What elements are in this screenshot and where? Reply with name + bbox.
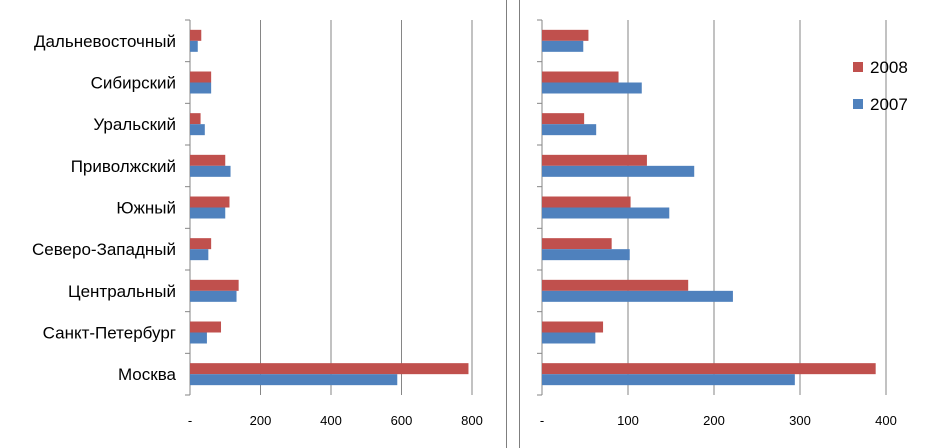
bar-2008 — [190, 321, 222, 333]
bar-2008 — [542, 154, 647, 166]
legend-label: 2008 — [870, 58, 908, 77]
category-label: Уральский — [93, 115, 176, 134]
bar-2007 — [190, 249, 209, 261]
bar-2007 — [542, 82, 642, 94]
bar-2007 — [542, 124, 597, 136]
x-tick-label: 400 — [875, 413, 897, 428]
x-tick-label: 400 — [320, 413, 342, 428]
category-label: Северо-Западный — [32, 240, 176, 259]
bar-2008 — [542, 196, 631, 208]
bar-2007 — [190, 124, 205, 136]
bar-2008 — [542, 363, 876, 375]
legend-swatch-2007 — [853, 99, 863, 109]
x-tick-label: 200 — [703, 413, 725, 428]
right-chart-panel: - 100 200 300 400 2008 2007 — [519, 0, 926, 448]
category-label: Сибирский — [91, 74, 176, 93]
bar-2008 — [190, 113, 201, 125]
bar-2008 — [542, 321, 604, 333]
bar-2008 — [542, 279, 689, 291]
bar-2007 — [190, 207, 226, 219]
bar-2007 — [190, 82, 212, 94]
bar-2007 — [542, 165, 695, 177]
category-label: Приволжский — [71, 157, 176, 176]
category-label: Москва — [118, 365, 177, 384]
bar-2007 — [542, 207, 670, 219]
x-tick-label: - — [540, 413, 544, 428]
bar-2007 — [542, 290, 733, 302]
bar-2007 — [542, 40, 584, 52]
left-chart-panel: Дальневосточный Сибирский Уральский Приволж… — [31, 0, 507, 448]
x-tick-label: 800 — [461, 413, 483, 428]
bar-2008 — [190, 363, 469, 375]
bar-2008 — [190, 71, 212, 83]
category-label: Санкт-Петербург — [43, 324, 176, 343]
x-tick-label: 600 — [391, 413, 413, 428]
bar-2007 — [190, 40, 198, 52]
category-label: Центральный — [68, 282, 176, 301]
x-tick-label: 200 — [250, 413, 272, 428]
left-bar-chart: Дальневосточный Сибирский Уральский Приволж… — [32, 19, 483, 428]
bar-2007 — [190, 332, 207, 344]
category-label: Южный — [116, 199, 176, 218]
category-label: Дальневосточный — [34, 32, 176, 51]
right-bar-chart: - 100 200 300 400 2008 2007 — [537, 19, 908, 428]
legend-swatch-2008 — [853, 62, 863, 72]
bar-2008 — [190, 196, 230, 208]
panel-gap — [507, 0, 519, 448]
bar-2008 — [542, 29, 589, 41]
bar-2008 — [190, 238, 212, 250]
bar-2008 — [542, 113, 585, 125]
bar-2008 — [190, 279, 239, 291]
bar-2007 — [542, 332, 596, 344]
bar-2008 — [190, 154, 226, 166]
bar-2007 — [190, 374, 398, 386]
bar-2007 — [542, 374, 795, 386]
bar-2008 — [542, 71, 619, 83]
x-tick-label: - — [188, 413, 192, 428]
bar-2007 — [190, 290, 237, 302]
bar-2007 — [190, 165, 231, 177]
bar-2007 — [542, 249, 630, 261]
x-tick-label: 100 — [617, 413, 639, 428]
bar-2008 — [190, 29, 202, 41]
legend-label: 2007 — [870, 95, 908, 114]
x-tick-label: 300 — [789, 413, 811, 428]
bar-2008 — [542, 238, 612, 250]
